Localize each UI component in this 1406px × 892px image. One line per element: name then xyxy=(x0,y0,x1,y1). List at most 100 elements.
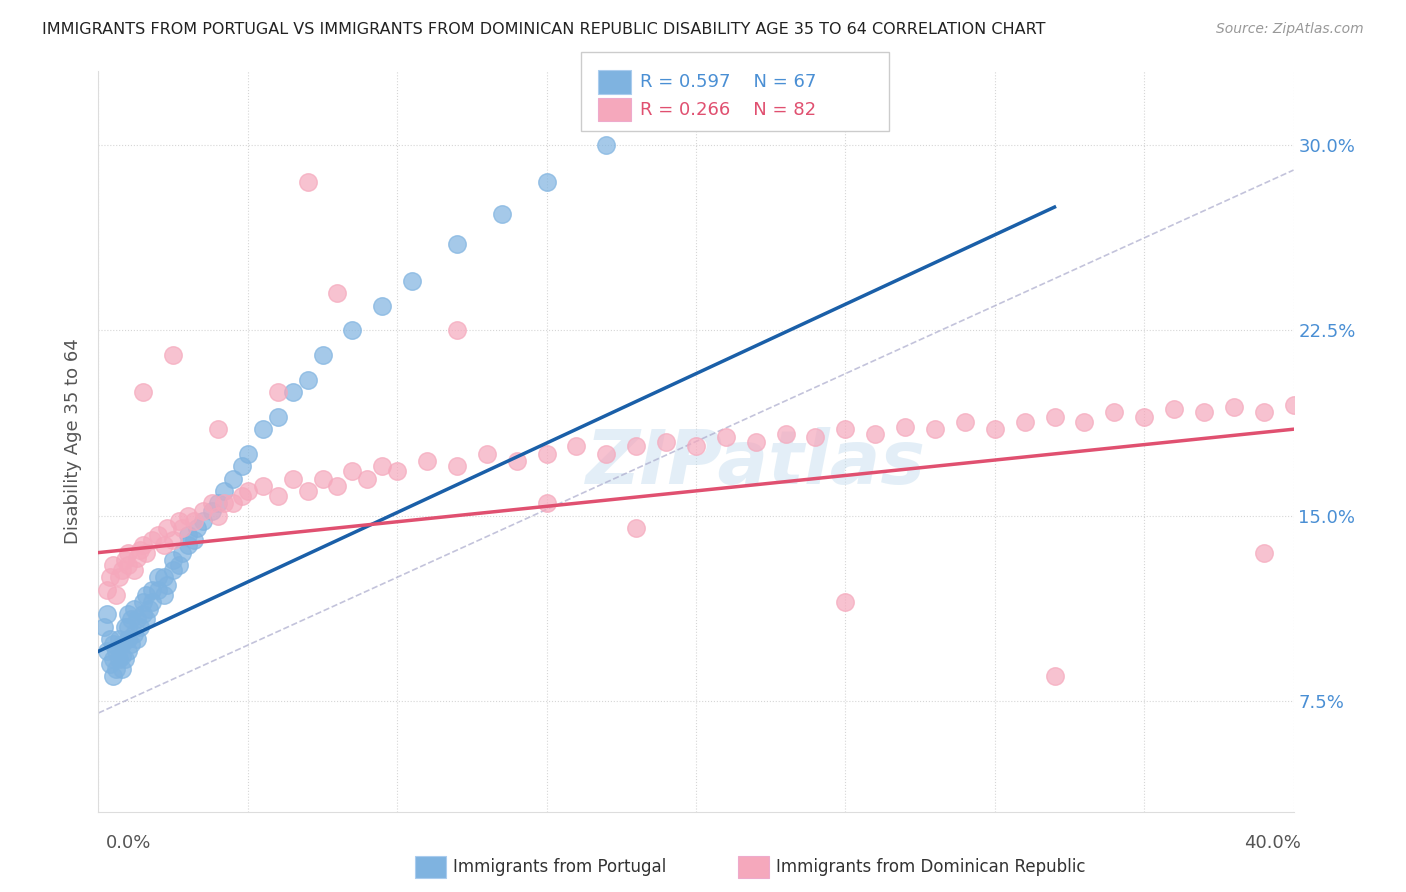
Point xyxy=(153,570,176,584)
Text: 40.0%: 40.0% xyxy=(1244,834,1301,852)
Point xyxy=(1253,546,1275,560)
Point xyxy=(93,620,115,634)
Point xyxy=(231,459,253,474)
Point xyxy=(117,632,139,646)
Point xyxy=(371,459,394,474)
Point xyxy=(96,582,118,597)
Point xyxy=(111,637,134,651)
Point xyxy=(775,427,797,442)
Point xyxy=(162,563,184,577)
Point xyxy=(117,558,139,572)
Point xyxy=(127,550,149,565)
Point xyxy=(222,496,245,510)
Point xyxy=(1043,669,1066,683)
Point xyxy=(894,419,917,434)
Point xyxy=(153,588,176,602)
Text: R = 0.266    N = 82: R = 0.266 N = 82 xyxy=(640,101,815,119)
Point xyxy=(141,595,163,609)
Point xyxy=(108,632,131,646)
Point xyxy=(342,464,364,478)
Point xyxy=(191,503,214,517)
Point xyxy=(129,543,152,558)
Point xyxy=(114,620,136,634)
Point xyxy=(834,422,856,436)
Point xyxy=(267,409,290,424)
Point xyxy=(156,521,179,535)
Point xyxy=(148,528,170,542)
Point xyxy=(138,602,160,616)
Text: R = 0.597    N = 67: R = 0.597 N = 67 xyxy=(640,73,815,91)
Point xyxy=(506,454,529,468)
Point xyxy=(924,422,946,436)
Point xyxy=(236,483,259,498)
Point xyxy=(153,538,176,552)
Point xyxy=(117,546,139,560)
Point xyxy=(1014,415,1036,429)
Point xyxy=(177,528,200,542)
Point xyxy=(96,607,118,622)
Point xyxy=(96,644,118,658)
Point xyxy=(117,620,139,634)
Point xyxy=(626,521,648,535)
Point xyxy=(108,651,131,665)
Text: Immigrants from Dominican Republic: Immigrants from Dominican Republic xyxy=(776,858,1085,876)
Point xyxy=(212,483,235,498)
Point xyxy=(536,496,558,510)
Point xyxy=(103,651,125,665)
Point xyxy=(231,489,253,503)
Point xyxy=(311,472,333,486)
Point xyxy=(141,533,163,548)
Point xyxy=(1163,402,1185,417)
Point xyxy=(201,496,224,510)
Point xyxy=(252,479,274,493)
Point xyxy=(103,637,125,651)
Point xyxy=(326,286,349,301)
Text: Immigrants from Portugal: Immigrants from Portugal xyxy=(453,858,666,876)
Point xyxy=(132,538,155,552)
Point xyxy=(685,440,707,454)
Point xyxy=(1043,409,1066,424)
Point xyxy=(148,582,170,597)
Point xyxy=(207,508,229,523)
Point xyxy=(446,459,468,474)
Point xyxy=(1073,415,1095,429)
Point xyxy=(446,237,468,252)
Point xyxy=(326,479,349,493)
Point xyxy=(401,274,423,288)
Point xyxy=(267,385,290,400)
Point xyxy=(446,324,468,338)
Point xyxy=(281,385,304,400)
Point xyxy=(132,595,155,609)
Point xyxy=(356,472,378,486)
Point xyxy=(252,422,274,436)
Point xyxy=(191,514,214,528)
Point xyxy=(804,429,827,443)
Text: ZIPatlas: ZIPatlas xyxy=(586,427,925,500)
Point xyxy=(108,570,131,584)
Point xyxy=(141,582,163,597)
Point xyxy=(162,533,184,548)
Point xyxy=(267,489,290,503)
Point xyxy=(105,588,128,602)
Point xyxy=(207,496,229,510)
Point xyxy=(148,570,170,584)
Point xyxy=(183,514,205,528)
Point xyxy=(311,348,333,362)
Point xyxy=(595,447,617,461)
Point xyxy=(162,348,184,362)
Point xyxy=(865,427,887,442)
Point xyxy=(129,620,152,634)
Point xyxy=(167,514,190,528)
Point xyxy=(114,553,136,567)
Point xyxy=(281,472,304,486)
Point xyxy=(124,602,146,616)
Point xyxy=(297,176,319,190)
Point xyxy=(834,595,856,609)
Point xyxy=(124,627,146,641)
Point xyxy=(626,440,648,454)
Y-axis label: Disability Age 35 to 64: Disability Age 35 to 64 xyxy=(63,339,82,544)
Point xyxy=(103,669,125,683)
Point xyxy=(177,538,200,552)
Point xyxy=(475,447,498,461)
Point xyxy=(167,558,190,572)
